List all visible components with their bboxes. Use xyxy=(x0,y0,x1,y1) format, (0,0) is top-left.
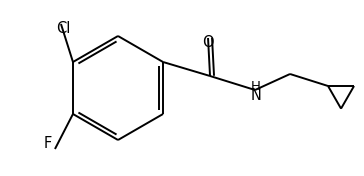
Text: F: F xyxy=(44,136,52,151)
Text: H: H xyxy=(251,80,261,93)
Text: Cl: Cl xyxy=(56,21,70,36)
Text: O: O xyxy=(202,35,214,50)
Text: N: N xyxy=(250,88,261,103)
